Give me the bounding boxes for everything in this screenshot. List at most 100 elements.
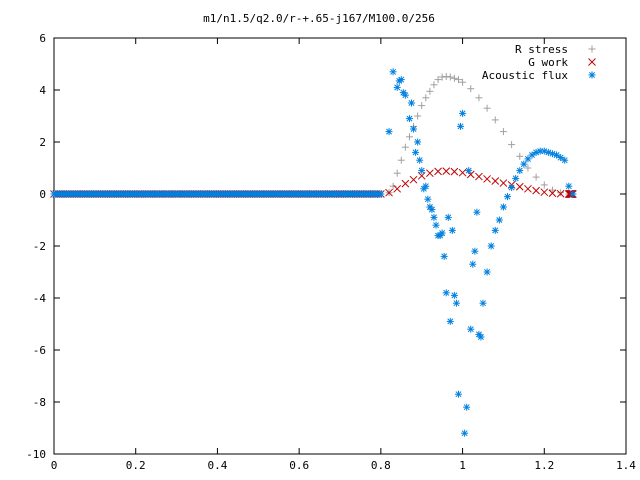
legend-marker <box>588 71 596 79</box>
data-point <box>405 115 413 123</box>
data-point <box>452 299 460 307</box>
data-point <box>450 291 458 299</box>
data-point <box>418 167 426 175</box>
y-tick-label: -8 <box>33 396 46 409</box>
data-point <box>532 186 540 195</box>
data-point <box>483 268 491 276</box>
data-point <box>393 83 401 91</box>
data-point <box>520 160 528 168</box>
y-tick-label: 0 <box>39 188 46 201</box>
x-tick-label: 1.4 <box>616 459 636 472</box>
data-point <box>438 73 446 81</box>
legend-marker <box>588 58 596 66</box>
legend-label: G work <box>528 56 568 69</box>
y-tick-label: -4 <box>33 292 47 305</box>
data-point <box>408 99 415 107</box>
data-point <box>414 112 422 120</box>
data-point <box>491 226 499 234</box>
y-tick-label: 4 <box>39 84 46 97</box>
data-point <box>469 260 477 268</box>
data-point <box>434 76 442 84</box>
data-point <box>412 148 420 156</box>
data-point <box>442 167 451 175</box>
data-point <box>459 109 467 117</box>
data-point <box>457 122 465 130</box>
data-point <box>448 226 456 234</box>
data-point <box>463 403 471 411</box>
data-point <box>557 189 565 197</box>
data-point <box>409 175 418 184</box>
data-point <box>461 429 469 437</box>
data-point <box>428 206 436 214</box>
data-point <box>515 182 524 191</box>
data-point <box>393 184 402 193</box>
data-point <box>508 184 516 191</box>
data-point <box>483 104 491 112</box>
data-point <box>410 125 418 133</box>
data-point <box>477 333 485 341</box>
y-tick-label: -10 <box>26 448 46 461</box>
axis-ticks: 0 0.2 0.4 0.6 0.8 1 1.2 1.4 6 4 2 0 -2 -4 -6 -8 -10 <box>26 32 636 472</box>
x-tick-label: 1 <box>459 459 466 472</box>
data-point <box>424 195 432 203</box>
data-point <box>459 78 467 86</box>
plot-frame <box>53 37 627 455</box>
data-point <box>418 102 426 110</box>
data-point <box>495 216 503 224</box>
data-point <box>442 72 450 80</box>
data-point <box>499 203 507 211</box>
data-point <box>450 74 458 82</box>
data-point <box>540 181 548 189</box>
data-point <box>401 143 409 151</box>
data-point <box>467 85 475 93</box>
data-point <box>524 164 532 172</box>
data-point <box>504 193 512 201</box>
y-tick-label: 6 <box>39 32 46 45</box>
data-point <box>442 289 450 297</box>
data-point <box>467 325 475 333</box>
data-point <box>508 141 516 149</box>
data-point <box>426 169 434 178</box>
x-tick-label: 0.4 <box>207 459 227 472</box>
data-point <box>556 189 565 198</box>
data-point <box>524 155 532 163</box>
data-point <box>528 151 536 159</box>
x-tick-label: 0.2 <box>126 459 146 472</box>
data-point <box>499 128 507 136</box>
data-point <box>432 221 440 229</box>
data-point <box>444 213 452 221</box>
data-point <box>416 156 424 164</box>
data-point <box>548 186 556 194</box>
data-point <box>401 91 409 99</box>
data-point <box>516 152 524 160</box>
data-point <box>389 68 397 76</box>
x-tick-label: 0.8 <box>371 459 391 472</box>
data-point <box>548 189 557 198</box>
y-tick-label: -6 <box>33 344 46 357</box>
data-point <box>454 390 462 398</box>
data-point <box>491 116 499 124</box>
data-point <box>385 128 393 136</box>
data-point <box>446 317 454 325</box>
data-point <box>491 177 500 185</box>
data-point <box>516 167 524 175</box>
data-point <box>454 76 462 84</box>
data-point <box>465 167 473 175</box>
data-point <box>475 172 483 181</box>
x-tick-label: 0.6 <box>289 459 309 472</box>
x-tick-label: 1.2 <box>534 459 554 472</box>
data-point <box>430 213 438 221</box>
data-point <box>512 174 520 182</box>
data-point <box>540 188 549 197</box>
legend-label: R stress <box>515 43 568 56</box>
chart-title: m1/n1.5/q2.0/r-+.65-j167/M100.0/256 <box>203 12 435 25</box>
data-point <box>385 188 393 197</box>
data-point <box>471 247 479 255</box>
data-point <box>389 182 397 190</box>
data-point <box>475 94 483 102</box>
data-point <box>393 169 401 177</box>
data-point <box>422 94 430 102</box>
data-point <box>561 156 569 164</box>
